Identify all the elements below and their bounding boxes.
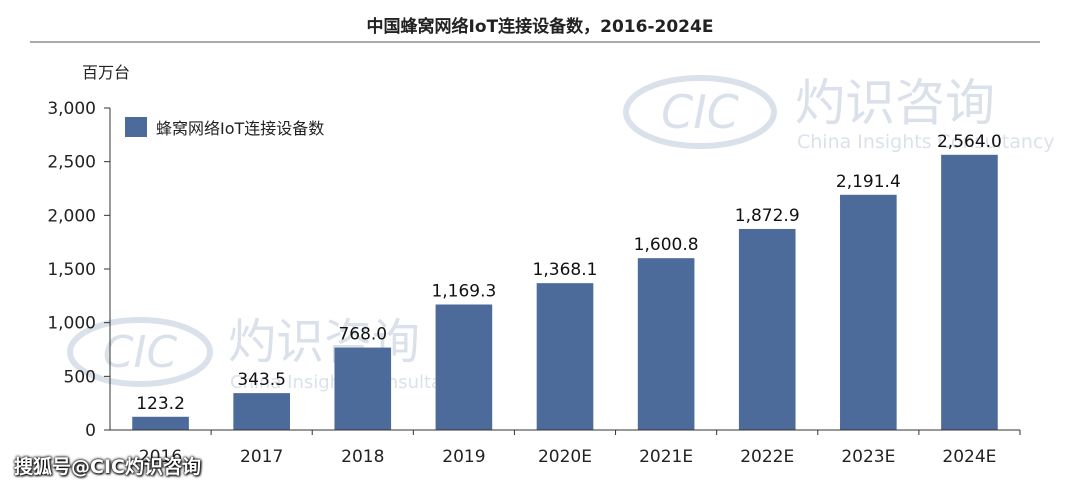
legend: 蜂窝网络IoT连接设备数	[125, 117, 324, 138]
bar	[233, 393, 290, 430]
x-tick-label: 2017	[240, 447, 283, 467]
bar	[637, 258, 695, 430]
y-tick-label: 3,000	[47, 99, 96, 119]
watermark-brand-en: China Insights Consultancy	[797, 131, 1055, 153]
y-axis-unit-label: 百万台	[82, 63, 130, 82]
bar	[435, 304, 493, 430]
x-tick-label: 2022E	[740, 447, 794, 467]
bar-value-label: 1,169.3	[431, 281, 496, 301]
bar-value-label: 343.5	[237, 370, 286, 390]
bar	[334, 347, 392, 430]
bar-value-label: 1,872.9	[735, 206, 800, 226]
y-tick-label: 1,500	[47, 260, 96, 280]
watermark-top: CIC 灼识咨询 China Insights Consultancy	[623, 74, 1055, 153]
y-tick-label: 2,500	[47, 153, 96, 173]
y-tick-label: 1,000	[47, 314, 96, 334]
y-tick-label: 2,000	[47, 206, 96, 226]
watermark-logo-text: CIC	[661, 85, 739, 139]
bar-value-label: 123.2	[136, 394, 185, 414]
bar	[738, 228, 796, 430]
bar-value-label: 768.0	[338, 325, 387, 345]
watermark-logo-text: CIC	[103, 327, 178, 378]
x-tick-label: 2023E	[841, 447, 895, 467]
x-tick-label: 2021E	[639, 447, 693, 467]
x-tick-label: 2018	[341, 447, 384, 467]
bar-value-label: 2,191.4	[836, 172, 901, 192]
bars	[132, 154, 998, 430]
x-tick-label: 2024E	[942, 447, 996, 467]
bar-value-label: 1,600.8	[634, 235, 699, 255]
legend-swatch	[125, 117, 147, 137]
x-tick-label: 2020E	[538, 447, 592, 467]
y-tick-label: 500	[64, 367, 96, 387]
watermark-brand-cn: 灼识咨询	[228, 314, 420, 370]
x-axis: 2016 2017 2018 2019 2020E 2021E 2022E 2023E 2024…	[110, 429, 1021, 467]
bar-value-label: 2,564.0	[937, 132, 1002, 152]
x-tick-label: 2016	[139, 447, 182, 467]
watermark-brand-cn: 灼识咨询	[795, 74, 995, 132]
chart-title: 中国蜂窝网络IoT连接设备数，2016-2024E	[366, 17, 714, 37]
bar	[840, 194, 897, 430]
bar-value-label: 1,368.1	[533, 260, 598, 280]
bar-labels: 123.2 343.5 768.0 1,169.3 1,368.1 1,600.8 1,87…	[136, 132, 1002, 414]
legend-label: 蜂窝网络IoT连接设备数	[156, 119, 324, 138]
y-axis: 0 500 1,000 1,500 2,000 2,500 3,000	[47, 99, 111, 441]
x-tick-label: 2019	[442, 447, 485, 467]
y-tick-label: 0	[85, 421, 96, 441]
bar	[536, 283, 594, 430]
bar	[941, 154, 998, 430]
source-watermark: 搜狐号@CIC灼识咨询	[14, 456, 201, 478]
bar	[132, 416, 189, 430]
